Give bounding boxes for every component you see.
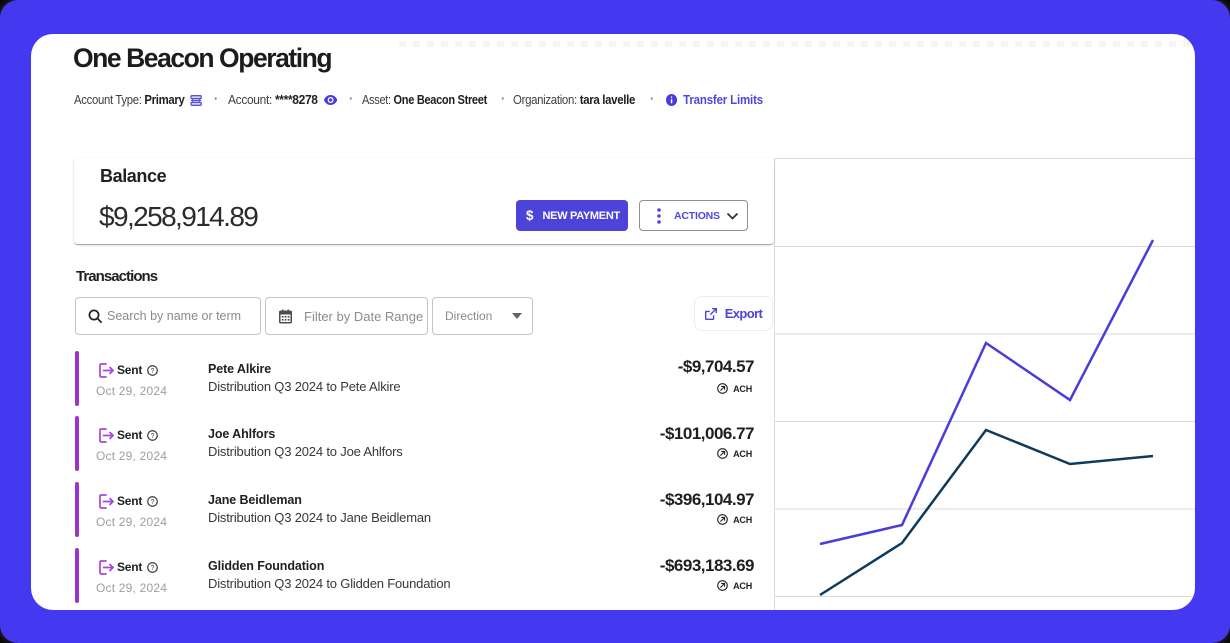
- svg-text:?: ?: [151, 432, 155, 439]
- svg-text:?: ?: [151, 498, 155, 505]
- svg-text:?: ?: [151, 564, 155, 571]
- svg-text:?: ?: [151, 367, 155, 374]
